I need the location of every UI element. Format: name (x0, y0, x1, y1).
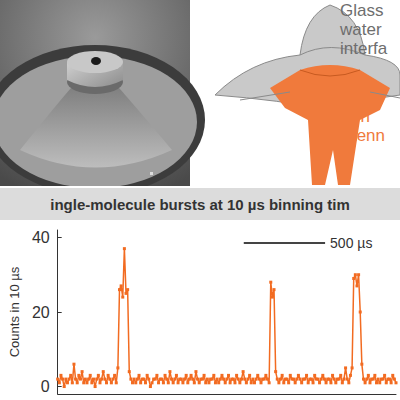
svg-text:0: 0 (41, 378, 50, 395)
svg-text:20: 20 (32, 304, 50, 321)
svg-text:Hornantenn: Hornantenn (333, 107, 385, 145)
html-text:ingle-molecule bursts at 10 µs: ingle-molecule bursts at 10 µs binning t… (50, 195, 350, 213)
svg-text:40: 40 (32, 229, 50, 246)
svg-text:500 µs: 500 µs (330, 235, 372, 251)
svg-text:Glasswaterinterfa: Glasswaterinterfa (339, 1, 388, 58)
svg-text:Counts in 10 µs: Counts in 10 µs (7, 266, 22, 357)
